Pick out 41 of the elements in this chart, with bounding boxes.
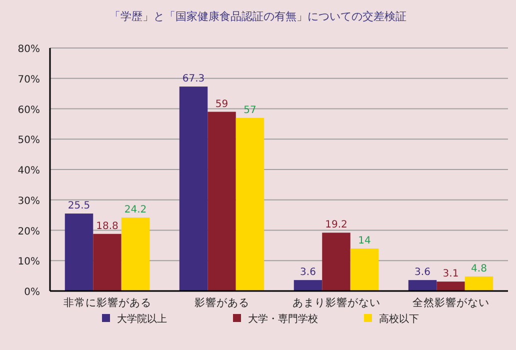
data-label: 14 bbox=[358, 235, 371, 246]
bar bbox=[121, 217, 150, 291]
data-label: 3.1 bbox=[442, 268, 459, 280]
y-tick-label: 80% bbox=[18, 44, 40, 55]
bar bbox=[208, 112, 236, 291]
legend-label: 高校以下 bbox=[379, 313, 419, 325]
y-tick-label: 20% bbox=[18, 226, 40, 238]
bar bbox=[179, 86, 208, 291]
bar bbox=[64, 214, 94, 291]
data-label: 57 bbox=[244, 104, 256, 116]
data-label: 4.8 bbox=[471, 263, 487, 274]
bar bbox=[350, 248, 379, 291]
legend-label: 大学院以上 bbox=[117, 313, 167, 325]
bar bbox=[464, 276, 494, 291]
y-tick-label: 30% bbox=[18, 196, 40, 207]
data-label: 24.2 bbox=[124, 204, 147, 216]
data-label: 67.3 bbox=[182, 74, 205, 85]
x-tick-label: あまり影響がない bbox=[292, 296, 380, 309]
bar bbox=[408, 280, 437, 291]
data-label: 19.2 bbox=[325, 220, 348, 231]
data-label: 59 bbox=[215, 98, 228, 110]
y-tick-label: 60% bbox=[18, 104, 40, 116]
data-label: 18.8 bbox=[96, 220, 118, 232]
data-label: 3.6 bbox=[300, 267, 316, 278]
y-tick-label: 50% bbox=[18, 135, 40, 146]
y-tick-label: 40% bbox=[18, 166, 40, 176]
chart-title: 「学歴」と「国家健康食品認証の有無」についての交差検証 bbox=[110, 10, 406, 23]
bar bbox=[236, 118, 264, 291]
bar bbox=[322, 232, 350, 291]
y-tick-label: 10% bbox=[18, 256, 40, 268]
x-tick-label: 影響がある bbox=[194, 296, 250, 309]
y-tick-label: 70% bbox=[18, 74, 40, 86]
legend-label: 大学・専門学校 bbox=[248, 313, 318, 325]
bar bbox=[294, 280, 322, 291]
data-label: 3.6 bbox=[414, 267, 430, 278]
bar bbox=[93, 234, 122, 291]
x-tick-label: 非常に影響がある bbox=[63, 296, 152, 309]
x-tick-label: 全然影響がない bbox=[412, 296, 490, 309]
y-tick-label: 0% bbox=[24, 287, 40, 298]
bar bbox=[436, 282, 465, 291]
data-label: 25.5 bbox=[68, 200, 90, 212]
